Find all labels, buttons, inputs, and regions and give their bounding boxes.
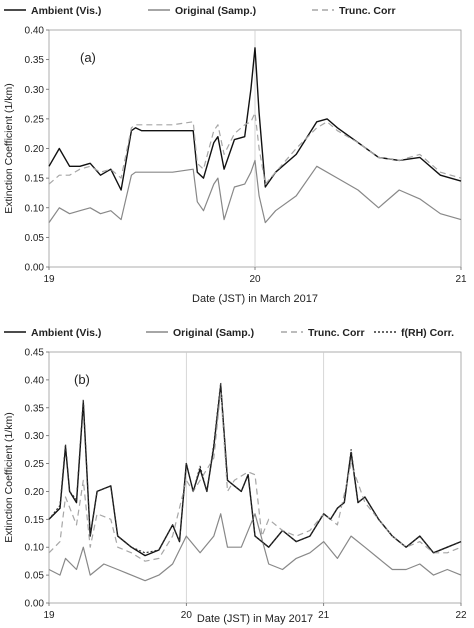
y-tick-label: 0.35 (25, 403, 45, 414)
y-tick-label: 0.15 (25, 174, 45, 185)
y-tick-label: 0.10 (25, 203, 45, 214)
x-tick-label: 21 (318, 610, 330, 621)
x-tick-label: 20 (249, 274, 261, 285)
series-line-3 (48, 390, 462, 562)
y-tick-label: 0.25 (25, 459, 45, 470)
series-line-4 (48, 382, 462, 554)
x-tick-label: 19 (43, 274, 55, 285)
y-tick-label: 0.40 (25, 26, 45, 37)
x-tick-label: 20 (181, 610, 193, 621)
panel-label: (b) (74, 372, 90, 387)
plot-frame (48, 351, 462, 604)
y-tick-label: 0.10 (25, 543, 45, 554)
y-tick-label: 0.15 (25, 515, 45, 526)
series-line-2 (48, 159, 462, 224)
y-tick-label: 0.30 (25, 431, 45, 442)
y-tick-label: 0.35 (25, 55, 45, 66)
legend-entry: Trunc. Corr (339, 5, 396, 17)
series-line-3 (48, 112, 462, 185)
legend-entry: Ambient (Vis.) (31, 5, 101, 17)
y-tick-label: 0.45 (25, 348, 45, 359)
y-tick-label: 0.25 (25, 114, 45, 125)
legend-entry: Original (Samp.) (173, 327, 254, 339)
x-axis-label: Date (JST) in May 2017 (197, 613, 313, 625)
legend-entry: f(RH) Corr. (401, 327, 454, 339)
y-tick-label: 0.05 (25, 571, 45, 582)
y-tick-label: 0.30 (25, 85, 45, 96)
y-tick-label: 0.00 (25, 263, 45, 274)
y-axis-label: Extinction Coefficient (1/km) (3, 83, 15, 214)
series-line-2 (48, 513, 462, 582)
y-tick-label: 0.40 (25, 375, 45, 386)
x-axis-label: Date (JST) in March 2017 (192, 293, 318, 305)
series-line-1 (48, 47, 462, 191)
y-tick-label: 0.20 (25, 487, 45, 498)
y-axis-label: Extinction Coefficient (1/km) (3, 412, 15, 543)
legend-entry: Ambient (Vis.) (31, 327, 101, 339)
x-tick-label: 22 (455, 610, 467, 621)
legend-entry: Trunc. Corr (308, 327, 365, 339)
series-line-1 (48, 384, 462, 557)
y-tick-label: 0.00 (25, 599, 45, 610)
y-tick-label: 0.05 (25, 233, 45, 244)
x-tick-label: 21 (455, 274, 467, 285)
chart-panel-1: 0.00 0.05 0.10 0.15 0.20 0.25 0.30 0.35 0.40 19 20… (3, 5, 467, 305)
x-tick-label: 19 (43, 610, 55, 621)
legend-entry: Original (Samp.) (175, 5, 256, 17)
panel-label: (a) (80, 50, 96, 65)
chart-panel-2: 0.00 0.05 0.10 0.15 0.20 0.25 0.30 0.35 0.40 0.45… (3, 327, 467, 625)
y-tick-label: 0.20 (25, 144, 45, 155)
